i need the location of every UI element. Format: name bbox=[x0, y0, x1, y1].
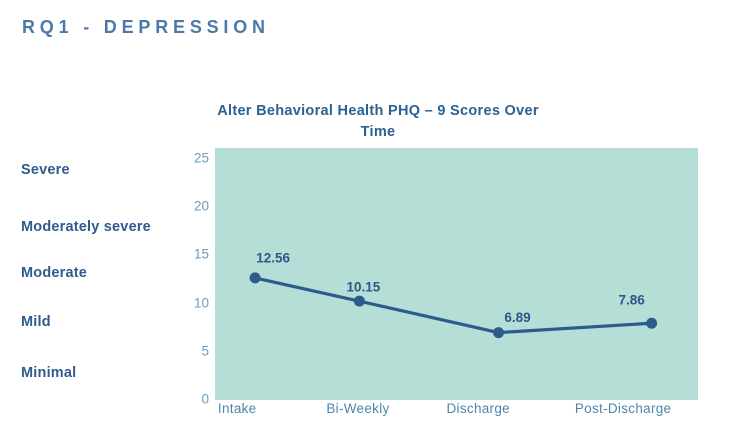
severity-label: Moderately severe bbox=[21, 219, 151, 235]
page-title: RQ1 - DEPRESSION bbox=[22, 17, 270, 37]
phq9-score-line bbox=[253, 276, 654, 335]
data-point-label: 7.86 bbox=[618, 293, 645, 308]
chart-title: Alter Behavioral Health PHQ – 9 Scores O… bbox=[58, 101, 698, 143]
y-axis-tick: 10 bbox=[193, 295, 209, 311]
data-point-label: 12.56 bbox=[256, 250, 290, 265]
severity-label: Severe bbox=[21, 162, 70, 178]
data-point-marker bbox=[249, 272, 261, 284]
x-axis-label: Intake bbox=[217, 401, 257, 416]
data-point-marker bbox=[493, 327, 505, 339]
data-point-label: 10.15 bbox=[347, 280, 381, 295]
x-axis-label: Discharge bbox=[446, 401, 510, 416]
y-axis-tick: 5 bbox=[201, 343, 209, 359]
y-axis-tick: 25 bbox=[193, 150, 209, 166]
data-point-marker bbox=[353, 295, 365, 307]
data-point-marker bbox=[646, 317, 658, 329]
x-axis-label: Post-Discharge bbox=[574, 401, 672, 416]
plot-background bbox=[215, 148, 698, 400]
severity-label: Moderate bbox=[21, 265, 88, 281]
y-axis-tick: 20 bbox=[193, 198, 209, 214]
chart-plot-area: 12.56 10.15 6.89 7.86 bbox=[215, 148, 698, 400]
severity-label: Mild bbox=[21, 314, 51, 330]
severity-label: Minimal bbox=[21, 365, 77, 381]
x-axis-label: Bi-Weekly bbox=[326, 401, 390, 416]
y-axis-tick: 15 bbox=[193, 246, 209, 262]
chart-title-line-1: Alter Behavioral Health PHQ – 9 Scores O… bbox=[217, 103, 539, 119]
y-axis-tick: 0 bbox=[201, 391, 209, 407]
data-point-label: 6.89 bbox=[504, 310, 530, 325]
chart-title-line-2: Time bbox=[360, 124, 396, 140]
